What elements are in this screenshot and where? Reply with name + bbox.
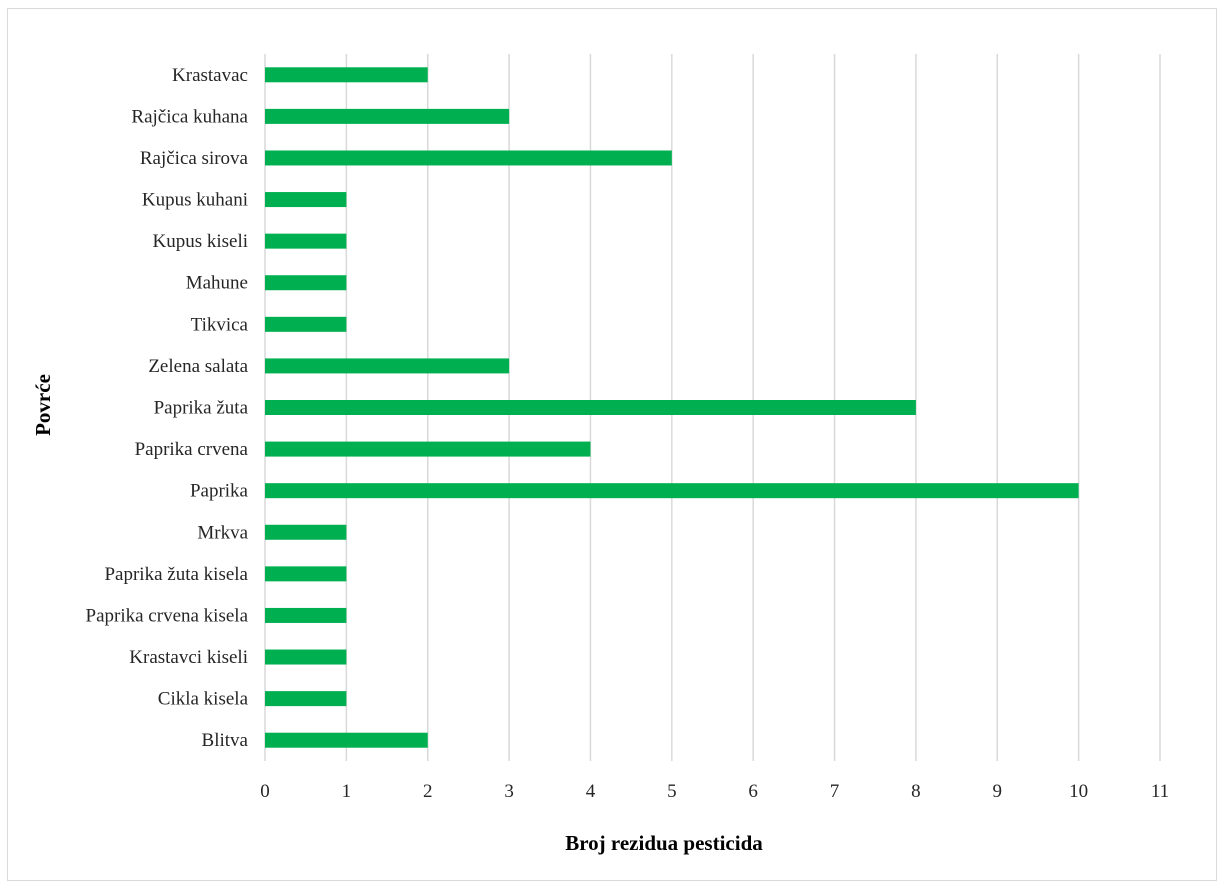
category-label: Kupus kiseli <box>152 231 248 252</box>
category-label: Blitva <box>202 730 249 751</box>
bar <box>265 358 510 374</box>
category-label: Paprika crvena <box>135 439 249 460</box>
bar <box>265 732 428 748</box>
category-label: Cikla kisela <box>158 689 249 710</box>
bar <box>265 524 347 540</box>
bar <box>265 607 347 623</box>
x-axis-title: Broj rezidua pesticida <box>565 831 763 855</box>
x-tick-label: 8 <box>911 781 921 802</box>
x-tick-label: 4 <box>586 781 596 802</box>
x-tick-label: 7 <box>830 781 840 802</box>
bar <box>265 192 347 208</box>
x-tick-label: 10 <box>1069 781 1088 802</box>
x-tick-label: 2 <box>423 781 433 802</box>
bar <box>265 483 1079 499</box>
category-label: Rajčica kuhana <box>131 106 248 127</box>
x-tick-labels: 0 1 2 3 4 5 6 7 8 9 10 11 <box>260 781 1169 802</box>
bar <box>265 108 510 124</box>
bar <box>265 233 347 249</box>
category-label: Krastavci kiseli <box>129 647 248 668</box>
category-label: Tikvica <box>191 314 249 335</box>
category-label: Paprika <box>190 481 249 502</box>
bar <box>265 400 916 415</box>
category-label: Mahune <box>186 273 248 294</box>
x-tick-label: 0 <box>260 781 270 802</box>
bar <box>265 316 347 332</box>
bar <box>265 649 347 665</box>
x-tick-label: 6 <box>748 781 758 802</box>
x-tick-label: 1 <box>342 781 352 802</box>
category-labels: Krastavac Rajčica kuhana Rajčica sirova Kup… <box>86 65 249 751</box>
bars <box>265 67 1079 748</box>
x-tick-label: 3 <box>504 781 514 802</box>
category-label: Paprika crvena kisela <box>86 605 249 626</box>
bar <box>265 691 347 707</box>
category-label: Kupus kuhani <box>142 190 248 211</box>
bar <box>265 275 347 291</box>
category-label: Paprika žuta kisela <box>104 564 248 585</box>
x-tick-label: 5 <box>667 781 677 802</box>
category-label: Rajčica sirova <box>140 148 249 169</box>
category-label: Mrkva <box>197 522 248 543</box>
bar <box>265 441 591 457</box>
x-tick-label: 11 <box>1151 781 1169 802</box>
bar <box>265 67 428 83</box>
category-label: Zelena salata <box>148 356 248 377</box>
x-tick-label: 9 <box>993 781 1003 802</box>
y-axis-title: Povrće <box>31 374 55 436</box>
category-label: Paprika žuta <box>154 398 249 419</box>
bar <box>265 150 672 166</box>
bar <box>265 566 347 582</box>
category-label: Krastavac <box>172 65 248 86</box>
